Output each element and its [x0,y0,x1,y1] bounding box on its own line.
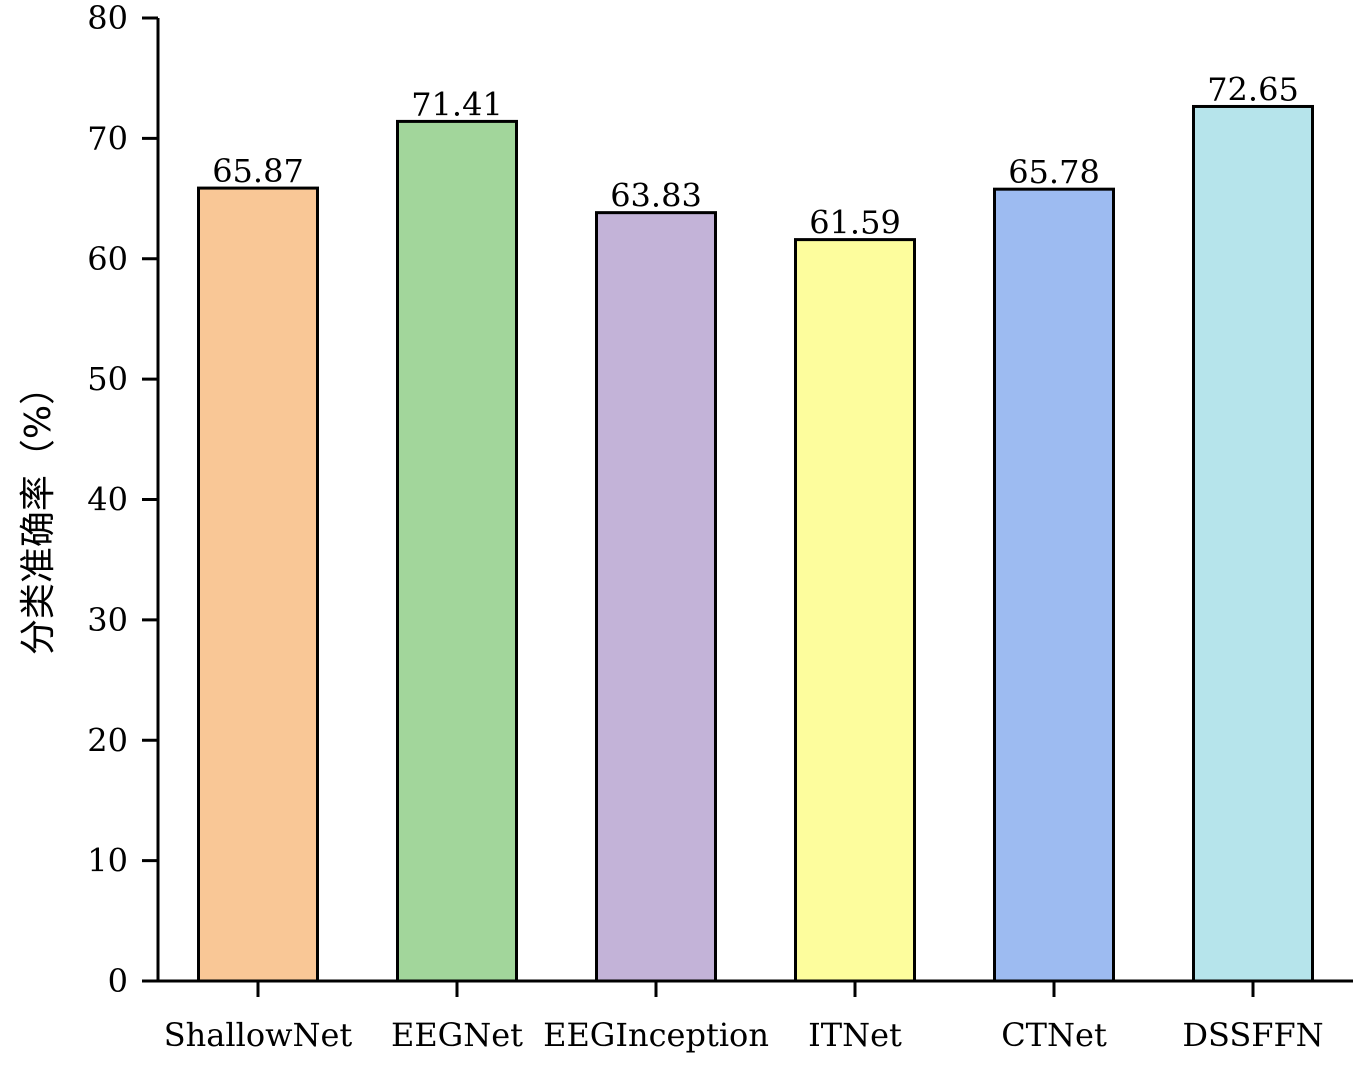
y-tick-label: 20 [87,721,128,759]
x-tick-label-eeginception: EEGInception [543,1016,769,1054]
x-tick-label-itnet: ITNet [808,1016,902,1054]
value-label-eeginception: 63.83 [610,177,702,215]
value-label-eegnet: 71.41 [411,85,503,123]
value-label-shallownet: 65.87 [212,152,304,190]
y-tick-label: 70 [87,119,128,157]
y-tick-label: 40 [87,481,128,519]
bar-shallownet [197,186,319,983]
bar-eeginception [595,211,717,983]
x-tick-label-dssffn: DSSFFN [1182,1016,1323,1054]
value-label-ctnet: 65.78 [1008,153,1100,191]
x-tick-label-ctnet: CTNet [1001,1016,1107,1054]
bar-itnet [794,238,916,983]
value-label-itnet: 61.59 [809,204,901,242]
y-tick-label: 60 [87,240,128,278]
axes-group [142,18,1353,983]
y-axis-title: 分类准确率（%） [18,369,59,655]
y-tick-label: 30 [87,601,128,639]
bar-ctnet [993,187,1115,983]
x-tick-label-shallownet: ShallowNet [164,1016,353,1054]
y-ticks-group: 0 10 20 30 40 50 60 70 80 [87,0,158,1000]
value-label-dssffn: 72.65 [1207,70,1299,108]
value-labels-group: 65.87 71.41 63.83 61.59 65.78 72.65 [212,70,1299,241]
bar-eegnet [396,119,518,983]
y-tick-label: 10 [87,842,128,880]
y-tick-label: 80 [87,0,128,37]
x-ticks-group: ShallowNet EEGNet EEGInception ITNet CTNet DS… [164,981,1324,1054]
y-tick-label: 0 [108,962,128,1000]
bars-group [197,104,1314,983]
bar-dssffn [1192,104,1314,983]
y-tick-label: 50 [87,360,128,398]
x-tick-label-eegnet: EEGNet [391,1016,523,1054]
